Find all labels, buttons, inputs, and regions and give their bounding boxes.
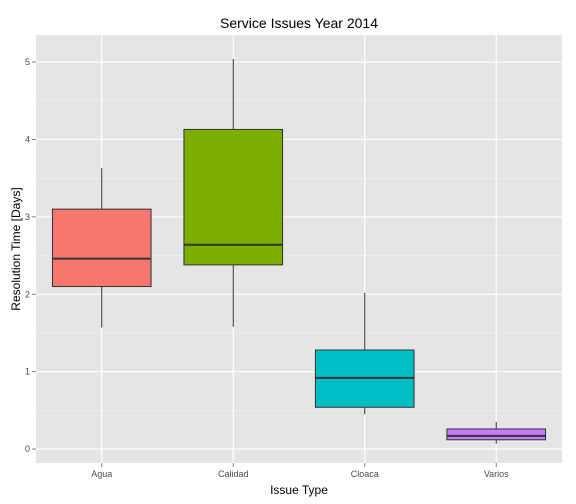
y-tick-label: 2 (25, 289, 30, 299)
box-iqr (183, 128, 284, 266)
x-axis-title: Issue Type (270, 483, 328, 497)
chart-title: Service Issues Year 2014 (220, 15, 378, 31)
x-axis-ticks: Agua Calidad Cloaca Varios (91, 463, 509, 479)
box-series (51, 58, 547, 444)
x-tick-label: Calidad (218, 469, 249, 479)
box-calidad (183, 58, 284, 327)
box-agua (51, 168, 152, 328)
box-iqr (446, 428, 547, 441)
box-varios (446, 421, 547, 444)
x-tick-label: Agua (91, 469, 112, 479)
box-iqr (51, 208, 152, 288)
y-axis-ticks: 0 1 2 3 4 5 (25, 57, 36, 454)
y-tick-label: 3 (25, 212, 30, 222)
x-tick-label: Cloaca (351, 469, 379, 479)
y-tick-label: 5 (25, 57, 30, 67)
y-tick-label: 4 (25, 134, 30, 144)
y-tick-label: 1 (25, 367, 30, 377)
box-cloaca (314, 292, 415, 415)
y-tick-label: 0 (25, 444, 30, 454)
x-tick-label: Varios (484, 469, 509, 479)
y-axis-title: Resolution Time [Days] (9, 187, 23, 310)
